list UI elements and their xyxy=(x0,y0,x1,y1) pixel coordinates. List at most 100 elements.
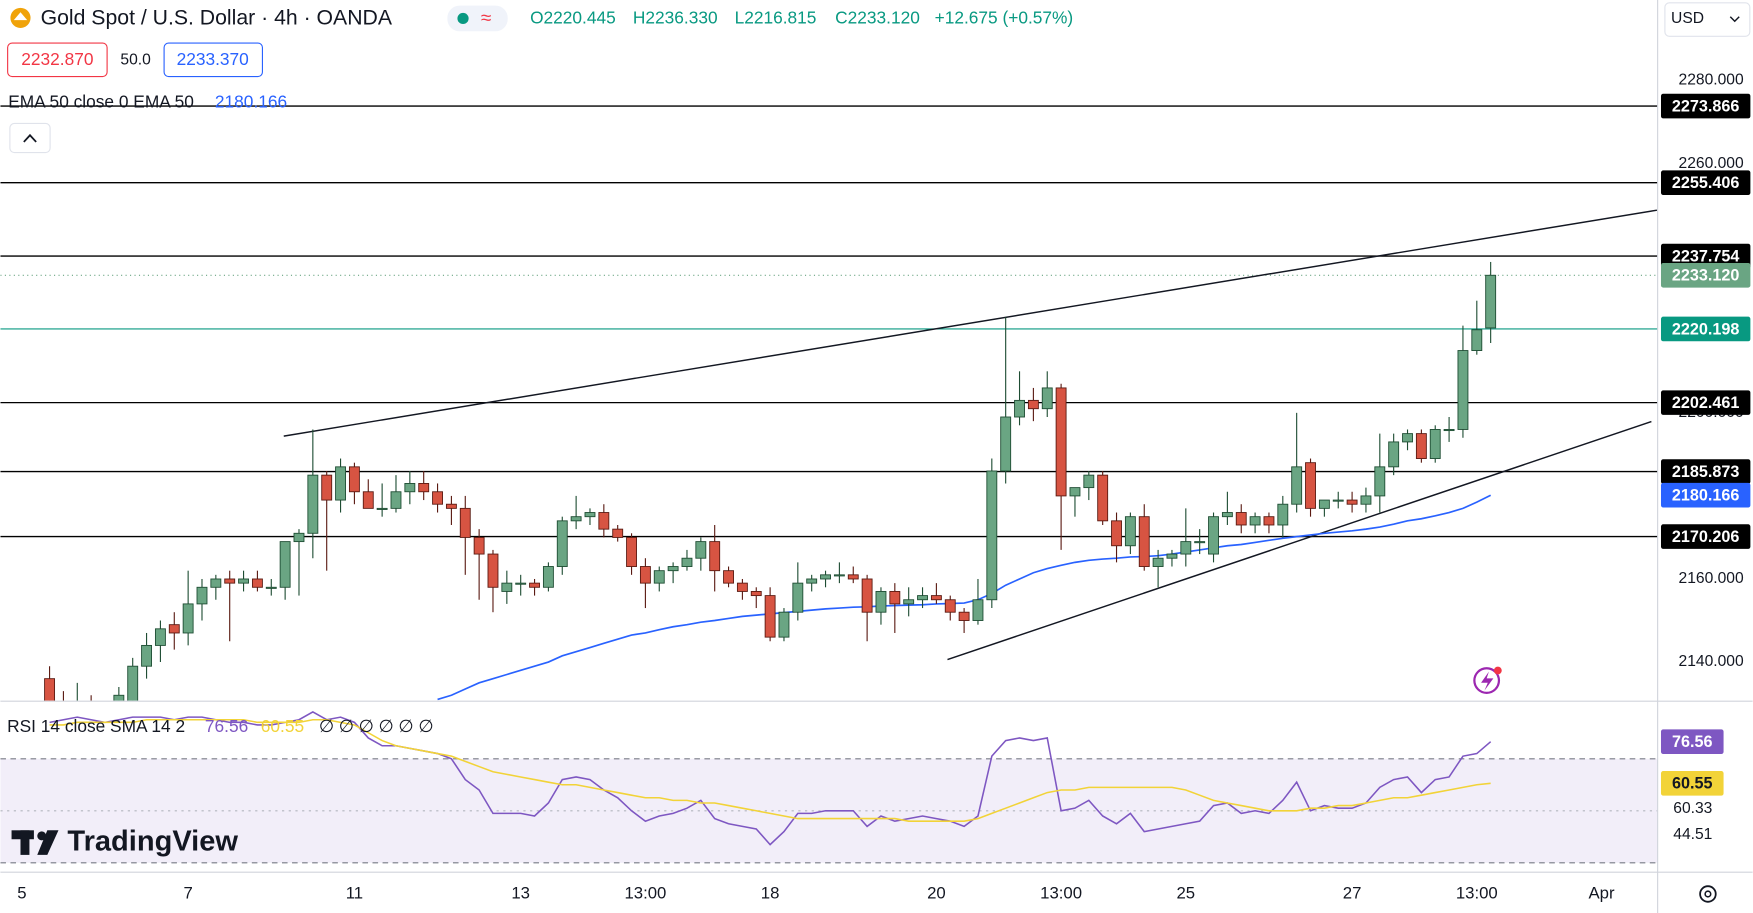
candle-body xyxy=(210,578,222,588)
candle-body xyxy=(113,694,125,701)
candle-body xyxy=(820,574,831,580)
candle-body xyxy=(584,512,596,518)
x-tick-label: 13:00 xyxy=(1456,883,1498,902)
candle-body xyxy=(875,590,887,613)
collapse-button[interactable] xyxy=(9,122,51,154)
candle-body xyxy=(903,599,915,605)
alert-dot xyxy=(1493,666,1502,675)
candle-body xyxy=(224,578,236,584)
rsi-value-label: 60.55 xyxy=(1672,775,1713,793)
candle-body xyxy=(667,566,679,572)
candle-body xyxy=(1402,433,1413,443)
candle-body xyxy=(764,595,776,638)
candle-body xyxy=(307,474,319,534)
rsi-value-box xyxy=(1660,771,1724,796)
rsi-pane xyxy=(0,711,1658,864)
sell-price[interactable]: 2232.870 xyxy=(21,49,93,69)
x-tick-label: 5 xyxy=(17,883,26,902)
candle-body xyxy=(1471,329,1483,351)
candle-body xyxy=(1194,541,1206,544)
trend-line xyxy=(947,420,1652,661)
candle-body xyxy=(639,566,651,584)
candle-body xyxy=(238,578,249,584)
collapse-icon xyxy=(23,133,37,143)
candle-body xyxy=(154,628,166,646)
level-label: 2237.754 xyxy=(1672,247,1740,265)
x-tick-label: 18 xyxy=(761,883,780,902)
level-box xyxy=(1660,93,1751,119)
logo-mark xyxy=(37,830,59,855)
candle-body xyxy=(1221,512,1233,518)
ema-legend[interactable]: EMA 50 close 0 EMA 50 xyxy=(8,91,194,111)
candle-body xyxy=(1124,516,1136,547)
candle-body xyxy=(1069,487,1081,497)
candle-body xyxy=(515,582,527,585)
candle-body xyxy=(1235,512,1247,526)
currency-dropdown[interactable] xyxy=(1664,2,1751,37)
candle-body xyxy=(1138,516,1150,567)
settings-icon-core xyxy=(1704,890,1712,898)
candle-body xyxy=(778,611,790,638)
trend-line xyxy=(283,209,1658,437)
sell-button[interactable] xyxy=(7,42,108,78)
candle-body xyxy=(376,507,388,510)
y-tick-label: 2160.000 xyxy=(1679,570,1744,587)
candle-body xyxy=(1360,495,1372,505)
candle-body xyxy=(1000,416,1012,472)
alert-icon[interactable] xyxy=(1473,667,1501,694)
candle-body xyxy=(445,503,457,509)
candle-body xyxy=(473,536,485,555)
settings-icon[interactable] xyxy=(1699,885,1717,903)
candle-body xyxy=(972,599,984,621)
candle-body xyxy=(293,532,305,543)
candle-body xyxy=(390,491,402,509)
candle-body xyxy=(432,491,443,505)
header: Gold Spot / U.S. Dollar · 4h · OANDA ≈ O… xyxy=(7,2,1751,903)
candle-body xyxy=(736,582,748,592)
rsi-line xyxy=(49,718,1491,822)
ema-value-label: 2180.166 xyxy=(1672,487,1740,505)
ema-line xyxy=(437,494,1492,701)
candle-body xyxy=(1485,274,1497,329)
level-label: 2185.873 xyxy=(1672,463,1740,481)
candle-body xyxy=(348,466,360,493)
candle-body xyxy=(556,520,568,567)
candle-body xyxy=(723,570,734,584)
change-value: +12.675 (+0.57%) xyxy=(935,8,1074,28)
candle-body xyxy=(542,566,554,588)
last-price-label: 2233.120 xyxy=(1672,267,1740,285)
x-tick-label: 7 xyxy=(183,883,192,902)
symbol-title[interactable]: Gold Spot / U.S. Dollar · 4h · OANDA xyxy=(41,7,393,30)
candle-body xyxy=(265,586,277,589)
x-tick-label: 13 xyxy=(511,883,530,902)
x-tick-label: Apr xyxy=(1588,883,1614,902)
candle-body xyxy=(1263,516,1275,526)
candle-body xyxy=(612,528,624,538)
level-box xyxy=(1660,170,1751,196)
candle-body xyxy=(251,578,263,588)
buy-button[interactable] xyxy=(163,42,263,78)
candle-body xyxy=(792,582,804,613)
rsi-legend-extra: ∅ ∅ ∅ ∅ ∅ ∅ xyxy=(319,716,434,736)
candle-body xyxy=(1055,387,1067,497)
candle-body xyxy=(141,644,153,667)
status-pill[interactable] xyxy=(447,5,508,32)
candle-body xyxy=(1208,516,1219,555)
x-tick-label: 20 xyxy=(927,883,946,902)
candle-body xyxy=(459,507,471,538)
candle-body xyxy=(1374,466,1386,497)
candle-body xyxy=(321,474,333,501)
rsi-legend[interactable]: RSI 14 close SMA 14 2 xyxy=(7,716,185,736)
x-tick-label: 25 xyxy=(1176,883,1195,902)
rsi-scale-label: 44.51 xyxy=(1673,826,1712,843)
currency[interactable]: USD xyxy=(1671,10,1704,27)
candle-body xyxy=(1457,350,1469,430)
candle-body xyxy=(806,578,818,584)
x-tick-label: 13:00 xyxy=(624,883,666,902)
candle-body xyxy=(1083,474,1095,489)
open-value: O2220.445 xyxy=(530,8,616,28)
spread: 50.0 xyxy=(120,51,151,68)
buy-price[interactable]: 2233.370 xyxy=(177,49,249,69)
